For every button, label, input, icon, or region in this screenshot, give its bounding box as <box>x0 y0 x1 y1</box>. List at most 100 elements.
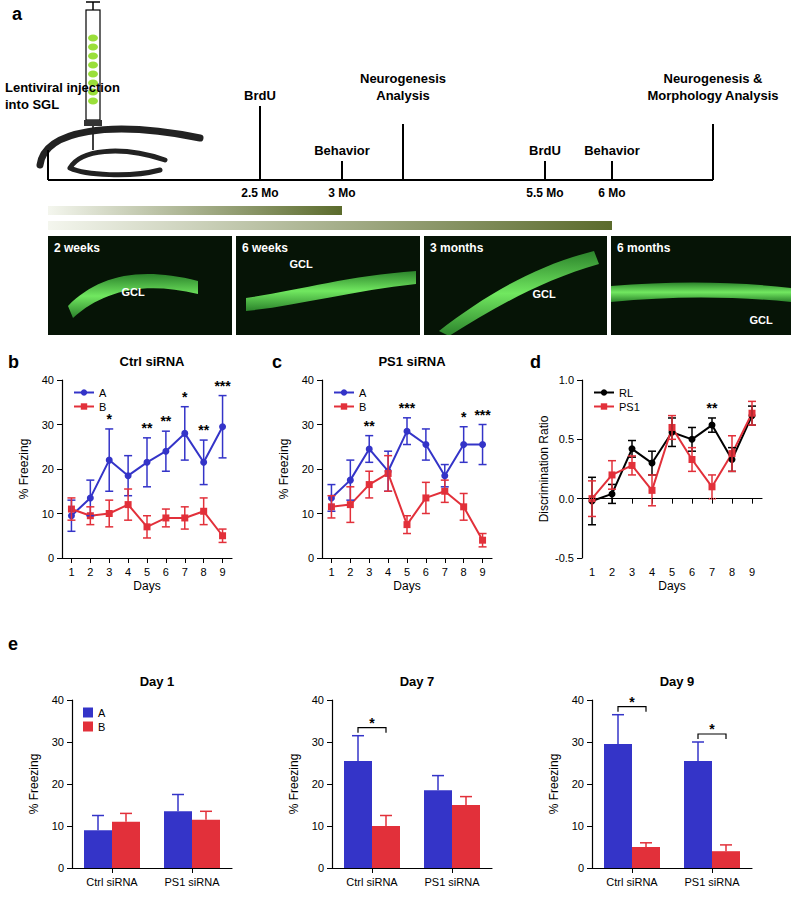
svg-text:% Freezing: % Freezing <box>547 754 561 815</box>
svg-text:20: 20 <box>52 778 64 790</box>
svg-text:5.5 Mo: 5.5 Mo <box>526 186 563 200</box>
svg-text:30: 30 <box>312 736 324 748</box>
svg-text:Day 7: Day 7 <box>400 674 435 689</box>
svg-text:2: 2 <box>87 566 93 578</box>
svg-text:0: 0 <box>48 552 54 564</box>
svg-text:20: 20 <box>42 463 54 475</box>
svg-text:30: 30 <box>302 419 314 431</box>
svg-text:9: 9 <box>749 566 755 578</box>
svg-text:Days: Days <box>393 579 420 593</box>
svg-text:3 Mo: 3 Mo <box>328 186 355 200</box>
svg-text:10: 10 <box>42 508 54 520</box>
svg-text:RL: RL <box>619 387 633 399</box>
svg-text:% Freezing: % Freezing <box>17 439 31 500</box>
svg-text:PS1 siRNA: PS1 siRNA <box>684 876 740 888</box>
svg-text:**: ** <box>198 422 209 438</box>
svg-text:BrdU: BrdU <box>244 88 276 103</box>
svg-text:% Freezing: % Freezing <box>277 439 291 500</box>
svg-text:**: ** <box>364 418 375 434</box>
svg-text:2 weeks: 2 weeks <box>54 241 100 255</box>
svg-text:4: 4 <box>125 566 131 578</box>
svg-text:9: 9 <box>219 566 225 578</box>
svg-text:e: e <box>8 634 18 654</box>
svg-text:4: 4 <box>649 566 655 578</box>
svg-text:c: c <box>272 352 282 372</box>
svg-text:5: 5 <box>669 566 675 578</box>
svg-text:3: 3 <box>629 566 635 578</box>
svg-text:Analysis: Analysis <box>376 88 429 103</box>
svg-text:0: 0 <box>318 862 324 874</box>
svg-text:40: 40 <box>572 694 584 706</box>
svg-text:**: ** <box>160 413 171 429</box>
svg-text:**: ** <box>142 420 153 436</box>
svg-text:1: 1 <box>68 566 74 578</box>
svg-text:GCL: GCL <box>289 258 313 270</box>
svg-text:*: * <box>461 409 467 425</box>
svg-text:Lentiviral injection: Lentiviral injection <box>5 80 120 95</box>
svg-text:8: 8 <box>729 566 735 578</box>
svg-text:*: * <box>182 389 188 405</box>
svg-text:PS1: PS1 <box>619 401 640 413</box>
svg-text:B: B <box>359 401 366 413</box>
svg-text:GCL: GCL <box>532 288 556 300</box>
svg-text:Day 1: Day 1 <box>140 674 175 689</box>
svg-text:A: A <box>99 387 107 399</box>
svg-text:7: 7 <box>442 566 448 578</box>
svg-text:*: * <box>709 721 715 737</box>
svg-text:A: A <box>98 707 106 719</box>
svg-text:6 Mo: 6 Mo <box>598 186 625 200</box>
svg-text:Days: Days <box>133 579 160 593</box>
svg-text:40: 40 <box>52 694 64 706</box>
svg-text:40: 40 <box>312 694 324 706</box>
svg-text:0.5: 0.5 <box>559 433 574 445</box>
svg-text:*: * <box>629 694 635 710</box>
svg-text:3: 3 <box>106 566 112 578</box>
svg-text:**: ** <box>707 400 718 416</box>
svg-text:7: 7 <box>709 566 715 578</box>
svg-text:6 months: 6 months <box>617 241 671 255</box>
svg-text:9: 9 <box>479 566 485 578</box>
svg-text:% Freezing: % Freezing <box>287 754 301 815</box>
svg-text:2: 2 <box>347 566 353 578</box>
svg-text:Behavior: Behavior <box>314 143 370 158</box>
svg-text:20: 20 <box>572 778 584 790</box>
svg-text:0: 0 <box>578 862 584 874</box>
svg-text:b: b <box>8 352 19 372</box>
svg-text:***: *** <box>474 407 491 423</box>
svg-text:B: B <box>99 401 106 413</box>
svg-text:0: 0 <box>308 552 314 564</box>
svg-text:8: 8 <box>201 566 207 578</box>
svg-text:30: 30 <box>42 419 54 431</box>
svg-text:2: 2 <box>609 566 615 578</box>
svg-text:6: 6 <box>163 566 169 578</box>
svg-text:1: 1 <box>328 566 334 578</box>
svg-text:Neurogenesis &: Neurogenesis & <box>664 71 763 86</box>
svg-text:% Freezing: % Freezing <box>27 754 41 815</box>
svg-text:Behavior: Behavior <box>584 143 640 158</box>
svg-text:d: d <box>530 352 541 372</box>
svg-text:40: 40 <box>302 374 314 386</box>
svg-text:***: *** <box>214 378 231 394</box>
svg-text:20: 20 <box>312 778 324 790</box>
svg-text:2.5 Mo: 2.5 Mo <box>241 186 278 200</box>
svg-text:30: 30 <box>52 736 64 748</box>
svg-text:Ctrl siRNA: Ctrl siRNA <box>346 876 398 888</box>
svg-text:6 weeks: 6 weeks <box>242 241 288 255</box>
svg-text:Morphology Analysis: Morphology Analysis <box>648 88 779 103</box>
svg-text:4: 4 <box>385 566 391 578</box>
svg-text:***: *** <box>399 400 416 416</box>
svg-text:10: 10 <box>312 820 324 832</box>
svg-text:BrdU: BrdU <box>529 143 561 158</box>
svg-text:Ctrl siRNA: Ctrl siRNA <box>86 876 138 888</box>
svg-text:0.0: 0.0 <box>559 493 574 505</box>
svg-text:40: 40 <box>42 374 54 386</box>
svg-text:Day 9: Day 9 <box>660 674 695 689</box>
svg-text:3 months: 3 months <box>430 241 484 255</box>
svg-text:1.0: 1.0 <box>559 374 574 386</box>
svg-text:3: 3 <box>366 566 372 578</box>
svg-text:6: 6 <box>689 566 695 578</box>
svg-text:6: 6 <box>423 566 429 578</box>
svg-text:7: 7 <box>182 566 188 578</box>
svg-text:10: 10 <box>52 820 64 832</box>
svg-text:PS1 siRNA: PS1 siRNA <box>164 876 220 888</box>
